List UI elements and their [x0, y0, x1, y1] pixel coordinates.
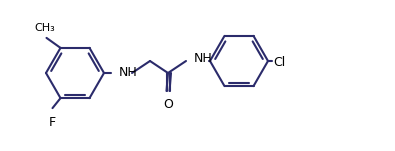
- Text: NH: NH: [119, 66, 138, 79]
- Text: Cl: Cl: [273, 56, 285, 69]
- Text: NH: NH: [194, 53, 213, 66]
- Text: O: O: [163, 98, 173, 111]
- Text: CH₃: CH₃: [34, 23, 55, 33]
- Text: F: F: [49, 116, 56, 129]
